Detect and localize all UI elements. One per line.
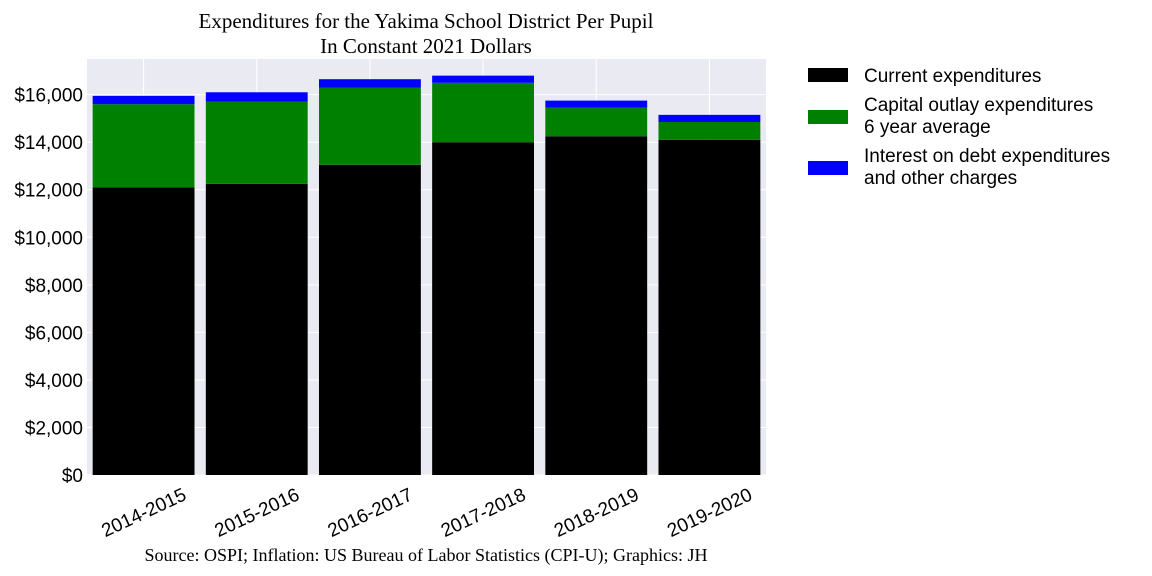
y-tick-label: $14,000 [14,133,83,154]
bar-segment-series-1 [432,142,535,475]
bar-segment-series-1 [205,183,308,476]
bar-segment-series-2 [545,107,648,137]
bar-segment-series-2 [432,82,535,143]
x-tick-label: 2016-2017 [325,484,416,541]
bar-segment-series-3 [545,100,648,108]
y-tick-label: $12,000 [14,181,83,202]
legend-label-series-3: Interest on debt expenditures [864,146,1110,167]
x-axis-ticks: 2014-2015 2015-2016 2016-2017 2017-2018 2018… [98,484,755,541]
source-note: Source: OSPI; Inflation: US Bureau of La… [145,545,708,566]
bar-segment-series-1 [658,139,761,475]
legend-label-series-3: and other charges [864,168,1017,189]
x-tick-label: 2019-2020 [664,484,755,541]
chart-title-line-2: In Constant 2021 Dollars [320,34,532,58]
legend-label-series-2: Capital outlay expenditures [864,95,1093,116]
bar-segment-series-3 [318,79,421,88]
y-axis-ticks: $0 $2,000 $4,000 $6,000 $8,000 $10,000 $12,000… [14,86,83,487]
y-tick-label: $0 [62,466,83,487]
x-tick-label: 2015-2016 [212,484,303,541]
x-tick-label: 2018-2019 [551,484,642,541]
bar-segment-series-2 [205,101,308,184]
legend-swatch-series-3 [808,161,848,175]
legend-swatch-series-2 [808,110,848,124]
bar-segment-series-1 [318,164,421,476]
bar-segment-series-3 [92,95,195,105]
bars [92,75,761,476]
y-tick-label: $16,000 [14,86,83,107]
x-tick-label: 2014-2015 [98,484,189,541]
bar-segment-series-2 [318,87,421,165]
bar-segment-series-1 [545,136,648,475]
y-tick-label: $8,000 [25,276,83,297]
legend: Current expenditures Capital outlay expen… [808,66,1110,189]
chart-title-line-1: Expenditures for the Yakima School Distr… [199,9,654,33]
y-tick-label: $10,000 [14,228,83,249]
y-tick-label: $4,000 [25,371,83,392]
x-tick-label: 2017-2018 [438,484,529,541]
bar-segment-series-2 [92,104,195,188]
y-tick-label: $2,000 [25,418,83,439]
bar-segment-series-3 [658,114,761,122]
bar-segment-series-3 [205,92,308,102]
legend-swatch-series-1 [808,68,848,82]
legend-label-series-2: 6 year average [864,117,991,138]
bar-segment-series-3 [432,75,535,83]
legend-label-series-1: Current expenditures [864,66,1041,87]
plot-area [87,59,766,475]
bar-segment-series-2 [658,121,761,140]
y-tick-label: $6,000 [25,323,83,344]
bar-segment-series-1 [92,187,195,475]
